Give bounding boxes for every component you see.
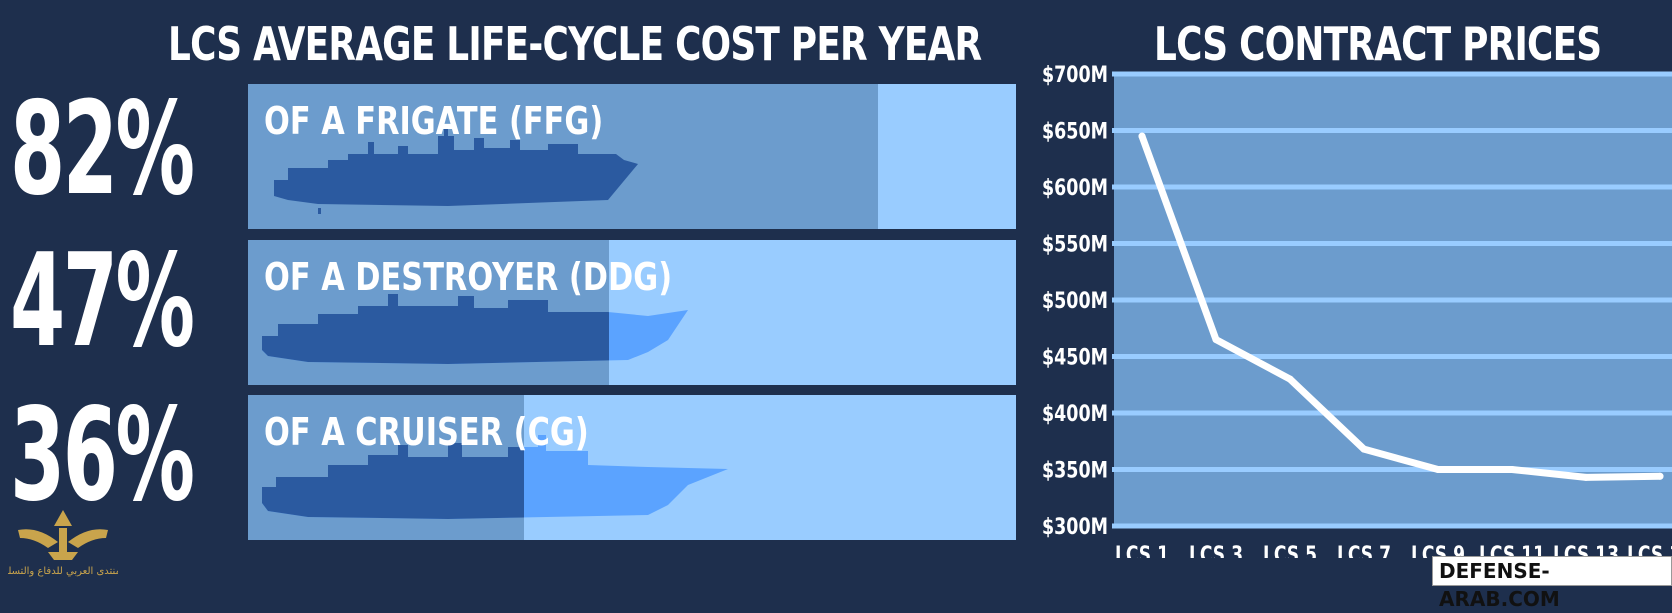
price-data-point: [1212, 336, 1220, 344]
y-tick-label: $650M: [1042, 120, 1108, 145]
contract-price-line-chart: $700M $650M $600M $550M $500M $450M $400M $350M…: [1042, 64, 1672, 558]
bar-destroyer: OF A DESTROYER (DDG): [248, 240, 1016, 385]
price-data-point: [1434, 466, 1442, 473]
bar-cruiser: OF A CRUISER (CG): [248, 395, 1016, 540]
price-data-point: [1508, 466, 1516, 473]
x-tick-label: LCS 7: [1337, 543, 1391, 558]
price-data-point: [1286, 375, 1294, 383]
x-axis-ticks: LCS 1 LCS 3 LCS 5 LCS 7 LCS 9 LCS 11 LCS 13 LCS…: [1115, 543, 1672, 558]
y-tick-label: $600M: [1042, 176, 1108, 201]
svg-text:المنتدى العربي للدفاع والتسليح: المنتدى العربي للدفاع والتسليح: [8, 566, 118, 577]
bar-label-cruiser: OF A CRUISER (CG): [264, 410, 589, 454]
price-data-point: [1656, 472, 1664, 480]
watermark-site-label: DEFENSE-ARAB.COM: [1432, 556, 1672, 611]
bar-frigate: OF A FRIGATE (FFG): [248, 84, 1016, 229]
bar-label-destroyer: OF A DESTROYER (DDG): [264, 255, 673, 299]
y-tick-label: $300M: [1042, 515, 1108, 540]
y-tick-label: $500M: [1042, 289, 1108, 314]
price-data-point: [1582, 473, 1590, 481]
y-tick-label: $700M: [1042, 64, 1108, 88]
x-tick-label: LCS 5: [1263, 543, 1317, 558]
x-tick-label: LCS 13: [1553, 543, 1619, 558]
x-tick-label: LCS 3: [1189, 543, 1243, 558]
y-tick-label: $550M: [1042, 233, 1108, 258]
destroyer-silhouette-icon: [262, 294, 688, 364]
y-tick-label: $350M: [1042, 459, 1108, 484]
right-chart-title: LCS CONTRACT PRICES: [1154, 17, 1602, 71]
y-axis-ticks: $700M $650M $600M $550M $500M $450M $400M $350M…: [1042, 64, 1108, 540]
cruiser-silhouette-icon: [262, 435, 728, 519]
x-tick-label: LCS 11: [1479, 543, 1545, 558]
percent-destroyer: 47%: [10, 227, 195, 376]
percent-cruiser: 36%: [10, 381, 195, 530]
price-series-line: [1138, 132, 1664, 481]
x-tick-label: LCS 9: [1411, 543, 1465, 558]
forum-logo-icon: المنتدى العربي للدفاع والتسليح: [8, 510, 118, 577]
price-data-point: [1138, 132, 1146, 140]
percent-frigate: 82%: [10, 75, 195, 224]
frigate-silhouette-icon: [274, 124, 638, 214]
x-tick-label: LCS 1: [1115, 543, 1169, 558]
bar-label-frigate: OF A FRIGATE (FFG): [264, 99, 604, 143]
price-data-point: [1360, 445, 1368, 453]
left-chart-title: LCS AVERAGE LIFE-CYCLE COST PER YEAR: [168, 17, 982, 71]
x-tick-label: LCS 15: [1627, 543, 1672, 558]
y-tick-label: $400M: [1042, 402, 1108, 427]
y-tick-label: $450M: [1042, 346, 1108, 371]
